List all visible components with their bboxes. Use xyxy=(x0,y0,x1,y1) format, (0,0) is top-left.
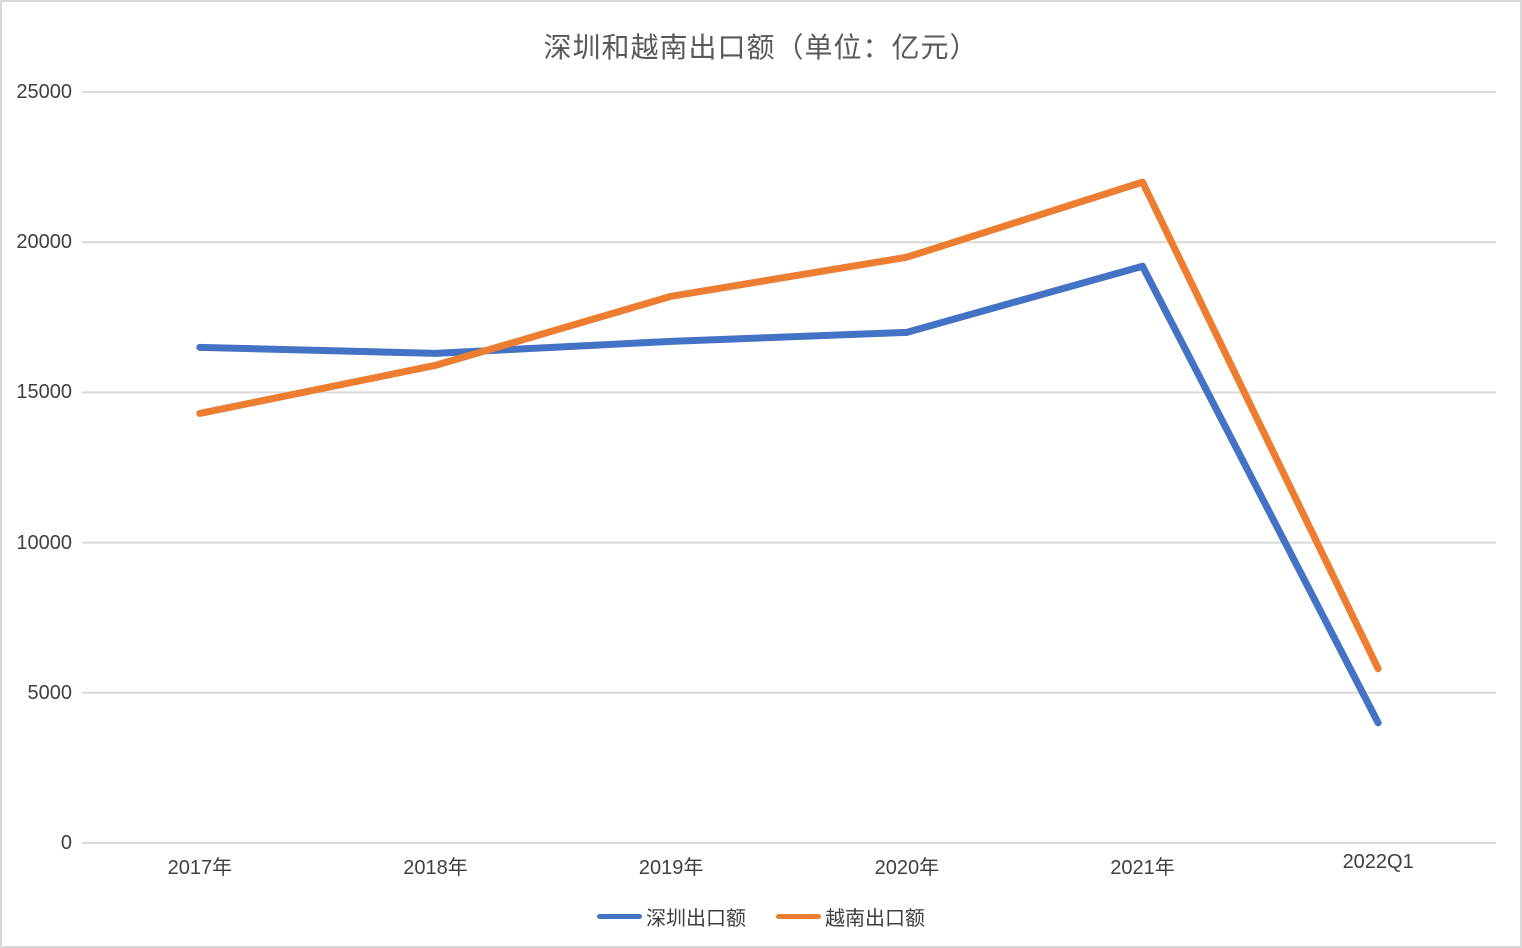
legend-swatch-icon xyxy=(597,914,642,919)
x-axis-label: 2022Q1 xyxy=(1342,851,1414,873)
x-axis-label: 2019年 xyxy=(638,857,704,879)
x-axis-label: 2018年 xyxy=(403,857,468,879)
y-tick-label: 5000 xyxy=(27,681,73,704)
x-axis-label: 2020年 xyxy=(874,857,940,879)
series-line-1 xyxy=(196,178,1382,673)
legend-item-vietnam: 越南出口额 xyxy=(776,902,925,931)
x-axis-label: 2021年 xyxy=(1110,857,1175,879)
y-tick-label: 20000 xyxy=(16,231,72,254)
legend-label: 越南出口额 xyxy=(825,908,925,930)
y-tick-label: 10000 xyxy=(16,531,72,554)
series-line-0 xyxy=(196,262,1382,727)
y-tick-label: 15000 xyxy=(16,381,72,404)
legend-label: 深圳出口额 xyxy=(646,908,746,930)
legend-item-shenzhen: 深圳出口额 xyxy=(597,902,746,931)
y-tick-label: 0 xyxy=(60,832,72,854)
chart-title: 深圳和越南出口额（单位：亿元） xyxy=(543,32,979,63)
legend-swatch-icon xyxy=(776,914,821,919)
y-tick-label: 25000 xyxy=(16,81,72,103)
x-axis-label: 2017年 xyxy=(167,857,233,879)
legend: 深圳出口额 越南出口额 xyxy=(2,902,1520,931)
